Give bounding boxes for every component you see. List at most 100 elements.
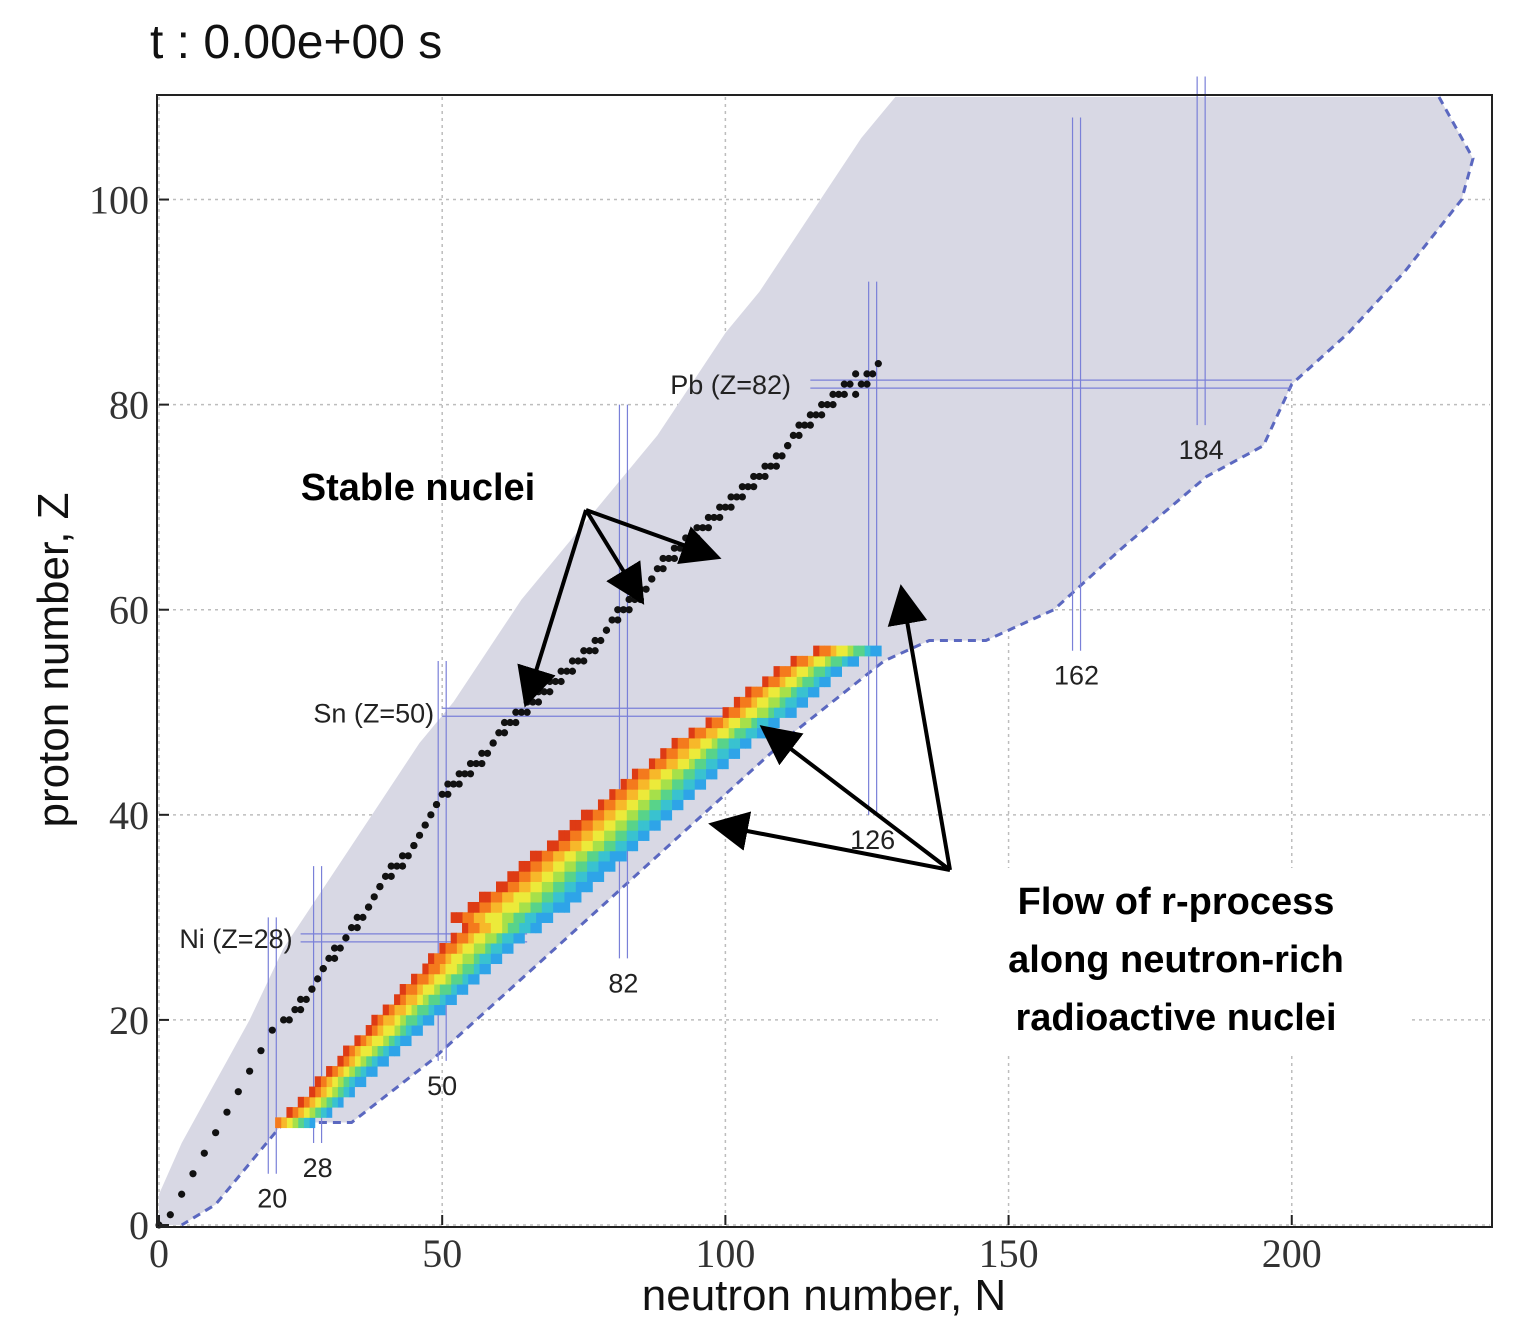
stable-nucleus-dot <box>812 411 820 419</box>
r-process-cell <box>428 994 435 1006</box>
stable-nucleus-dot <box>523 708 531 716</box>
r-process-cell <box>422 963 429 975</box>
r-process-cell <box>433 1004 440 1016</box>
r-process-cell <box>733 707 741 718</box>
r-process-cell <box>654 768 661 780</box>
r-process-cell <box>546 850 554 862</box>
r-process-cell <box>371 1035 378 1047</box>
r-process-cell <box>541 871 548 882</box>
r-process-cell <box>603 819 610 831</box>
r-process-cell <box>801 666 809 677</box>
stable-arrow-2 <box>584 508 645 605</box>
r-process-cell <box>660 768 667 780</box>
stable-nucleus-dot <box>291 1006 299 1014</box>
r-process-cell <box>433 973 440 985</box>
r-process-cell <box>801 696 809 708</box>
r-process-cell <box>512 871 520 882</box>
r-process-cell <box>643 778 650 790</box>
r-process-cell <box>654 778 661 790</box>
r-process-cell <box>694 727 701 739</box>
r-process-cell <box>626 830 633 841</box>
r-process-cell <box>320 1086 327 1098</box>
r-process-cell <box>745 686 752 698</box>
r-process-cell <box>790 696 797 708</box>
r-process-cell <box>428 963 435 975</box>
r-process-line-2: along neutron-rich <box>1008 939 1344 981</box>
r-process-cell <box>467 922 474 934</box>
r-process-cell <box>411 984 418 995</box>
r-process-cell <box>665 799 673 811</box>
r-process-cell <box>739 696 746 708</box>
stable-nucleus-dot <box>818 401 826 409</box>
r-process-cell <box>411 1025 418 1036</box>
r-process-cell <box>694 748 701 759</box>
r-process-cell <box>326 1086 333 1098</box>
r-process-cell <box>711 717 718 729</box>
r-process-cell <box>450 994 457 1006</box>
r-process-cell <box>858 645 865 657</box>
r-process-cell <box>677 737 684 749</box>
r-process-cell <box>399 1014 406 1026</box>
r-process-cell <box>660 778 667 790</box>
r-process-cell <box>722 707 729 718</box>
r-process-cell <box>314 1096 321 1108</box>
r-process-cell <box>779 696 786 708</box>
stable-nucleus-dot <box>721 503 729 511</box>
stable-nucleus-dot <box>546 688 554 696</box>
r-process-cell <box>773 717 780 729</box>
stable-nucleus-dot <box>534 698 543 706</box>
r-process-line-1: Flow of r-process <box>1018 881 1335 923</box>
r-process-cell <box>331 1086 338 1098</box>
r-process-cell <box>773 696 780 708</box>
r-process-cell <box>439 943 446 954</box>
r-process-cell <box>671 778 678 790</box>
r-process-cell <box>558 871 565 882</box>
stable-nucleus-dot <box>280 1016 288 1024</box>
r-process-cell <box>750 696 758 708</box>
r-process-cell <box>433 953 440 965</box>
r-process-cell <box>473 953 480 965</box>
r-process-cell <box>767 686 775 698</box>
stable-nucleus-dot <box>353 924 361 932</box>
r-process-cell <box>337 1086 344 1098</box>
r-process-cell <box>439 963 446 975</box>
stable-nucleus-dot <box>387 872 395 880</box>
r-process-cell <box>501 891 508 903</box>
magic-z-label: Sn (Z=50) <box>313 698 434 728</box>
r-process-cell <box>762 717 769 729</box>
r-process-cell <box>626 819 633 831</box>
r-process-cell <box>762 686 769 698</box>
y-tick-label: 0 <box>129 1203 149 1248</box>
r-process-cell <box>694 737 701 749</box>
r-process-cell <box>671 758 678 770</box>
magic-n-label: 162 <box>1054 661 1099 691</box>
r-process-cell <box>620 809 627 821</box>
r-process-cell <box>399 1025 406 1036</box>
r-process-cell <box>518 871 525 882</box>
r-process-cell <box>416 994 423 1006</box>
r-process-cell <box>348 1055 355 1067</box>
r-process-cell <box>467 912 474 923</box>
r-process-cells <box>275 645 882 1129</box>
r-process-cell <box>592 850 599 862</box>
r-process-cell <box>541 891 548 903</box>
r-process-cell <box>382 1055 389 1067</box>
r-process-cell <box>331 1076 338 1088</box>
stable-nucleus-dot <box>517 708 526 716</box>
stable-nucleus-dot <box>178 1190 186 1198</box>
r-process-cell <box>563 891 571 903</box>
r-process-cell <box>671 799 678 811</box>
r-process-cell <box>614 830 622 841</box>
r-process-cell <box>309 1107 316 1118</box>
r-process-cell <box>699 768 707 780</box>
stable-nucleus-dot <box>580 657 588 665</box>
stable-nucleus-dot <box>330 944 339 952</box>
r-process-cell <box>529 891 537 903</box>
r-process-cell <box>626 789 633 800</box>
r-process-cell <box>807 686 814 698</box>
r-process-cell <box>756 686 763 698</box>
r-process-cell <box>331 1096 338 1108</box>
r-process-cell <box>529 850 537 862</box>
r-process-cell <box>467 963 474 975</box>
r-process-cell <box>495 953 503 965</box>
